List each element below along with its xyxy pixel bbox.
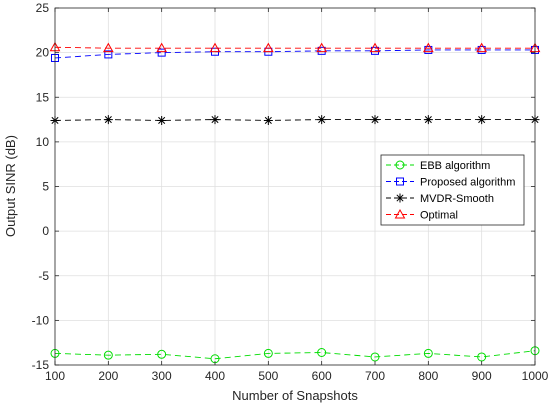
series-line xyxy=(54,46,535,49)
y-axis-label: Output SINR (dB) xyxy=(3,135,18,237)
data-point xyxy=(104,50,113,59)
data-point xyxy=(423,115,433,125)
series-0 xyxy=(50,346,540,364)
legend-marker xyxy=(395,193,405,203)
legend-label: MVDR-Smooth xyxy=(420,193,494,205)
y-tick-label: 25 xyxy=(36,1,50,15)
x-tick-label: 600 xyxy=(312,369,332,383)
legend-box xyxy=(380,154,525,226)
data-point xyxy=(157,48,166,57)
x-tick-label: 200 xyxy=(98,369,118,383)
data-point xyxy=(317,348,327,358)
y-tick-label: -10 xyxy=(32,313,50,327)
legend-item: EBB algorithm xyxy=(386,160,490,172)
data-point xyxy=(262,42,274,53)
legend: EBB algorithm Proposed algorithm MVDR-Smoo… xyxy=(380,154,525,226)
y-tick-label: 0 xyxy=(42,224,49,238)
legend-marker xyxy=(395,160,405,170)
y-tick-label: -15 xyxy=(32,358,50,372)
data-point xyxy=(477,115,487,125)
data-point xyxy=(263,115,273,125)
data-point xyxy=(263,348,273,358)
x-tick-label: 100 xyxy=(45,369,65,383)
legend-item: Proposed algorithm xyxy=(386,177,515,189)
data-point xyxy=(103,350,113,360)
series-line xyxy=(54,49,535,59)
series-group xyxy=(49,41,541,364)
data-point xyxy=(369,42,381,53)
data-point xyxy=(210,115,220,125)
x-tick-label: 900 xyxy=(472,369,492,383)
legend-item: Optimal xyxy=(386,208,458,222)
legend-marker xyxy=(396,177,404,186)
data-point xyxy=(316,42,328,53)
x-tick-label: 1000 xyxy=(522,369,549,383)
data-point xyxy=(477,352,487,362)
series-line xyxy=(54,350,536,360)
data-point xyxy=(317,115,327,125)
legend-label: Proposed algorithm xyxy=(420,177,515,189)
x-tick-label: 700 xyxy=(365,369,385,383)
data-point xyxy=(423,348,433,358)
x-tick-label: 800 xyxy=(418,369,438,383)
axis-ticks: 100 200 300 400 500 600 700 800 900 1000 -15 -10 -5 0… xyxy=(32,1,549,383)
data-point xyxy=(157,115,167,125)
data-point xyxy=(102,42,114,53)
data-point xyxy=(157,349,167,359)
y-tick-label: 5 xyxy=(42,180,49,194)
x-tick-label: 300 xyxy=(152,369,172,383)
series-3 xyxy=(49,41,541,53)
y-tick-label: 15 xyxy=(36,90,50,104)
series-line xyxy=(54,119,535,121)
x-tick-label: 400 xyxy=(205,369,225,383)
data-point xyxy=(156,42,168,53)
x-axis-label: Number of Snapshots xyxy=(232,388,358,403)
y-tick-label: 10 xyxy=(36,135,50,149)
x-tick-label: 500 xyxy=(258,369,278,383)
y-tick-label: 20 xyxy=(36,46,50,60)
legend-label: EBB algorithm xyxy=(420,160,490,172)
legend-label: Optimal xyxy=(420,210,458,222)
data-point xyxy=(209,42,221,53)
data-point xyxy=(103,115,113,125)
data-point xyxy=(422,42,434,53)
data-point xyxy=(370,115,380,125)
legend-marker xyxy=(394,208,406,219)
data-point xyxy=(370,352,380,362)
data-point xyxy=(476,42,488,53)
y-tick-label: -5 xyxy=(38,269,49,283)
legend-item: MVDR-Smooth xyxy=(386,193,494,205)
